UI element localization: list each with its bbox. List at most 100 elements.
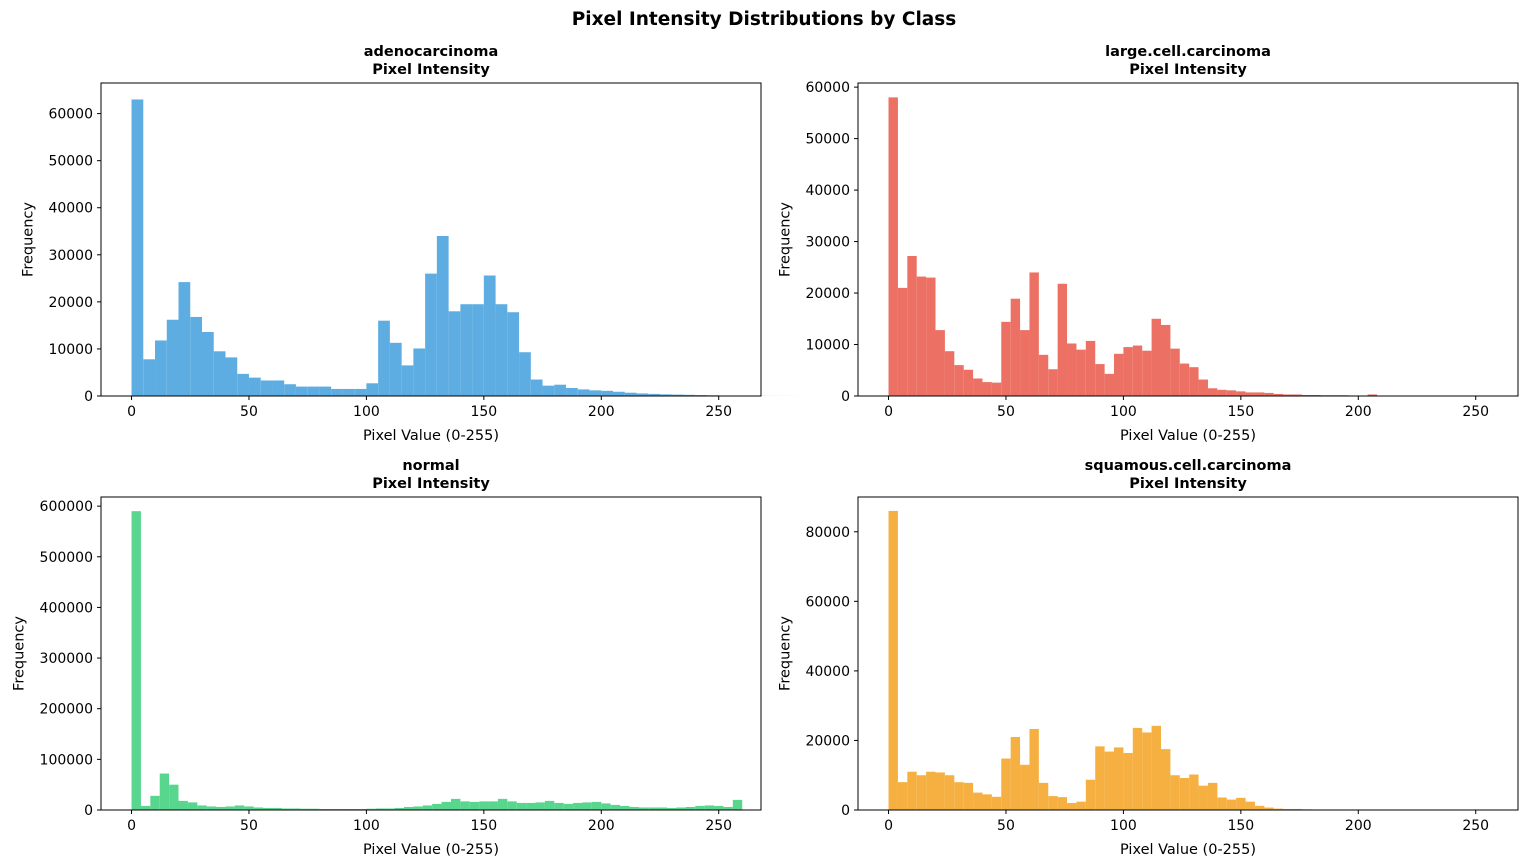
panel-title: adenocarcinoma bbox=[364, 44, 499, 60]
histogram-bar bbox=[1029, 272, 1039, 396]
histogram-bar bbox=[1160, 749, 1171, 810]
y-tick-label: 60000 bbox=[805, 594, 850, 610]
histogram-bar bbox=[1142, 732, 1152, 810]
histogram-bar bbox=[935, 330, 945, 396]
histogram-bar bbox=[131, 511, 141, 810]
histogram-bar bbox=[225, 357, 238, 396]
histogram-bar bbox=[1132, 345, 1143, 396]
y-tick-label: 600000 bbox=[40, 499, 93, 515]
histogram-bar bbox=[248, 377, 261, 396]
histogram-bar bbox=[169, 784, 179, 810]
histogram-bar bbox=[354, 388, 367, 396]
histogram-bar bbox=[723, 806, 733, 810]
x-axis-label: Pixel Value (0-255) bbox=[1120, 842, 1256, 858]
histogram-bar bbox=[1236, 797, 1246, 810]
histogram-bar bbox=[667, 807, 677, 810]
histogram-bar bbox=[483, 275, 496, 396]
y-tick-label: 40000 bbox=[805, 664, 850, 680]
y-axis-label: Frequency bbox=[21, 202, 37, 277]
histogram-bar bbox=[916, 775, 927, 810]
histogram-bar bbox=[897, 782, 908, 810]
histogram-bar bbox=[338, 808, 348, 810]
x-tick-label: 100 bbox=[1110, 818, 1137, 834]
histogram-bar bbox=[1170, 775, 1180, 810]
y-tick-label: 300000 bbox=[40, 651, 93, 667]
histogram-bar bbox=[472, 304, 484, 396]
histogram-bar bbox=[671, 394, 684, 396]
histogram-bar bbox=[143, 359, 156, 396]
x-tick-label: 250 bbox=[1462, 404, 1489, 420]
y-tick-label: 0 bbox=[84, 803, 93, 819]
histogram-bar bbox=[1198, 379, 1208, 396]
histogram-bar bbox=[535, 802, 545, 810]
histogram-bar bbox=[544, 800, 555, 810]
y-tick-label: 0 bbox=[841, 389, 850, 405]
x-tick-label: 100 bbox=[1110, 404, 1137, 420]
histogram-bar bbox=[1273, 808, 1284, 810]
histogram-bar bbox=[563, 803, 574, 810]
y-tick-label: 40000 bbox=[805, 183, 850, 199]
histogram-bar bbox=[613, 391, 625, 396]
x-tick-label: 250 bbox=[705, 404, 732, 420]
histogram-bar bbox=[1076, 801, 1086, 810]
histogram-bar bbox=[357, 808, 367, 810]
histogram-bar bbox=[573, 802, 583, 810]
x-tick-label: 200 bbox=[1345, 404, 1372, 420]
histogram-bar bbox=[1292, 394, 1302, 396]
histogram-bar bbox=[1283, 808, 1293, 810]
histogram-bar bbox=[488, 801, 498, 810]
histogram-bar bbox=[1048, 796, 1058, 810]
histogram-bar bbox=[401, 365, 414, 396]
panel-title: large.cell.carcinoma bbox=[1105, 44, 1271, 60]
histogram-bar bbox=[944, 775, 955, 810]
histogram-bar bbox=[944, 351, 955, 396]
histogram-bar bbox=[1236, 391, 1246, 396]
histogram-bar bbox=[1104, 373, 1115, 396]
x-tick-label: 200 bbox=[588, 404, 615, 420]
y-tick-label: 0 bbox=[84, 389, 93, 405]
histogram-bar bbox=[460, 801, 470, 810]
histogram-bar bbox=[1245, 392, 1255, 396]
histogram-bar bbox=[1254, 805, 1265, 810]
histogram-bar bbox=[897, 287, 908, 396]
histogram-bar bbox=[1001, 321, 1011, 396]
histogram-bar bbox=[648, 807, 658, 810]
histogram-bar bbox=[272, 380, 285, 396]
histogram-bar bbox=[1085, 779, 1096, 810]
histogram-bar bbox=[601, 803, 611, 810]
histogram-bar bbox=[982, 382, 992, 396]
histogram-bar bbox=[1217, 389, 1227, 396]
histogram-bar bbox=[216, 806, 226, 810]
histogram-bar bbox=[620, 805, 630, 810]
histogram-bar bbox=[935, 772, 945, 810]
histogram-bar bbox=[206, 806, 217, 810]
histogram-bar bbox=[1292, 808, 1302, 810]
histogram-bar bbox=[394, 807, 404, 810]
histogram-bar bbox=[963, 369, 974, 396]
x-tick-label: 150 bbox=[1227, 818, 1254, 834]
histogram-bar bbox=[319, 808, 329, 810]
histogram-bar bbox=[140, 805, 151, 810]
histogram-bar bbox=[1114, 747, 1124, 810]
histogram-bar bbox=[225, 806, 235, 810]
histogram-bar bbox=[610, 804, 621, 810]
x-axis-label: Pixel Value (0-255) bbox=[363, 428, 499, 444]
histogram-bar bbox=[155, 340, 167, 396]
histogram-bar bbox=[1085, 340, 1096, 396]
histogram-bars bbox=[131, 99, 801, 396]
y-tick-label: 100000 bbox=[40, 752, 93, 768]
x-tick-label: 50 bbox=[997, 818, 1015, 834]
histogram-bar bbox=[389, 342, 402, 396]
histogram-bar bbox=[497, 798, 508, 810]
histogram-bar bbox=[284, 384, 296, 396]
histogram-bars bbox=[131, 511, 743, 810]
chart-panel: 0 50 100 150 200 250 0 10000 20000 30000 40000 5000… bbox=[778, 44, 1519, 444]
histogram-bar bbox=[1226, 390, 1237, 396]
histogram-bar bbox=[319, 386, 332, 396]
histogram-bar bbox=[554, 384, 567, 396]
histogram-bar bbox=[479, 801, 489, 810]
histogram-bar bbox=[295, 386, 308, 396]
histogram-bar bbox=[450, 798, 461, 810]
histogram-bar bbox=[1160, 324, 1171, 396]
histogram-bar bbox=[197, 805, 207, 810]
